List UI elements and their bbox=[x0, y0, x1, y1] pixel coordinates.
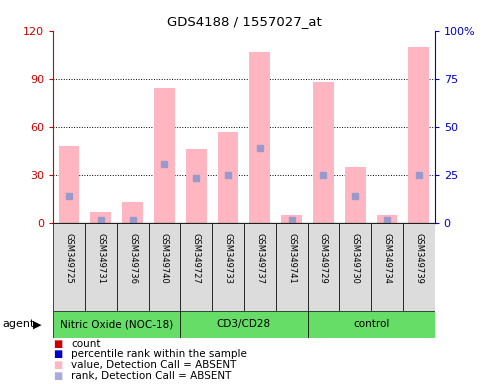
Title: GDS4188 / 1557027_at: GDS4188 / 1557027_at bbox=[167, 15, 321, 28]
Text: GSM349731: GSM349731 bbox=[96, 233, 105, 284]
Text: ■: ■ bbox=[53, 339, 62, 349]
Text: agent: agent bbox=[2, 319, 35, 329]
Bar bbox=[122, 202, 143, 223]
Bar bbox=[85, 223, 117, 311]
Bar bbox=[308, 223, 339, 311]
Bar bbox=[117, 223, 149, 311]
Text: percentile rank within the sample: percentile rank within the sample bbox=[71, 349, 247, 359]
Text: GSM349740: GSM349740 bbox=[160, 233, 169, 284]
Bar bbox=[212, 223, 244, 311]
Text: GSM349741: GSM349741 bbox=[287, 233, 296, 284]
Text: GSM349739: GSM349739 bbox=[414, 233, 423, 284]
Bar bbox=[149, 223, 180, 311]
Text: GSM349727: GSM349727 bbox=[192, 233, 201, 284]
Bar bbox=[377, 215, 398, 223]
Bar bbox=[53, 223, 85, 311]
Bar bbox=[339, 223, 371, 311]
Bar bbox=[371, 223, 403, 311]
Text: GSM349733: GSM349733 bbox=[224, 233, 232, 284]
Text: GSM349736: GSM349736 bbox=[128, 233, 137, 284]
Bar bbox=[180, 223, 212, 311]
Text: ■: ■ bbox=[53, 360, 62, 370]
Bar bbox=[276, 223, 308, 311]
Text: CD3/CD28: CD3/CD28 bbox=[217, 319, 271, 329]
Bar bbox=[250, 51, 270, 223]
Text: GSM349729: GSM349729 bbox=[319, 233, 328, 284]
Text: Nitric Oxide (NOC-18): Nitric Oxide (NOC-18) bbox=[60, 319, 173, 329]
Bar bbox=[409, 47, 429, 223]
Bar bbox=[154, 88, 175, 223]
Text: count: count bbox=[71, 339, 101, 349]
Text: ■: ■ bbox=[53, 349, 62, 359]
Text: GSM349730: GSM349730 bbox=[351, 233, 360, 284]
Text: GSM349734: GSM349734 bbox=[383, 233, 392, 284]
Text: control: control bbox=[353, 319, 389, 329]
Text: rank, Detection Call = ABSENT: rank, Detection Call = ABSENT bbox=[71, 371, 232, 381]
Bar bbox=[313, 82, 334, 223]
Bar bbox=[308, 311, 435, 338]
Bar bbox=[403, 223, 435, 311]
Bar bbox=[186, 149, 207, 223]
Bar bbox=[53, 311, 180, 338]
Text: GSM349725: GSM349725 bbox=[65, 233, 73, 284]
Text: ■: ■ bbox=[53, 371, 62, 381]
Bar bbox=[281, 215, 302, 223]
Bar bbox=[59, 146, 79, 223]
Bar bbox=[345, 167, 366, 223]
Text: value, Detection Call = ABSENT: value, Detection Call = ABSENT bbox=[71, 360, 237, 370]
Bar bbox=[218, 132, 238, 223]
Bar bbox=[90, 212, 111, 223]
Bar bbox=[244, 223, 276, 311]
Text: ▶: ▶ bbox=[33, 319, 42, 329]
Text: GSM349737: GSM349737 bbox=[256, 233, 264, 284]
Bar bbox=[180, 311, 308, 338]
